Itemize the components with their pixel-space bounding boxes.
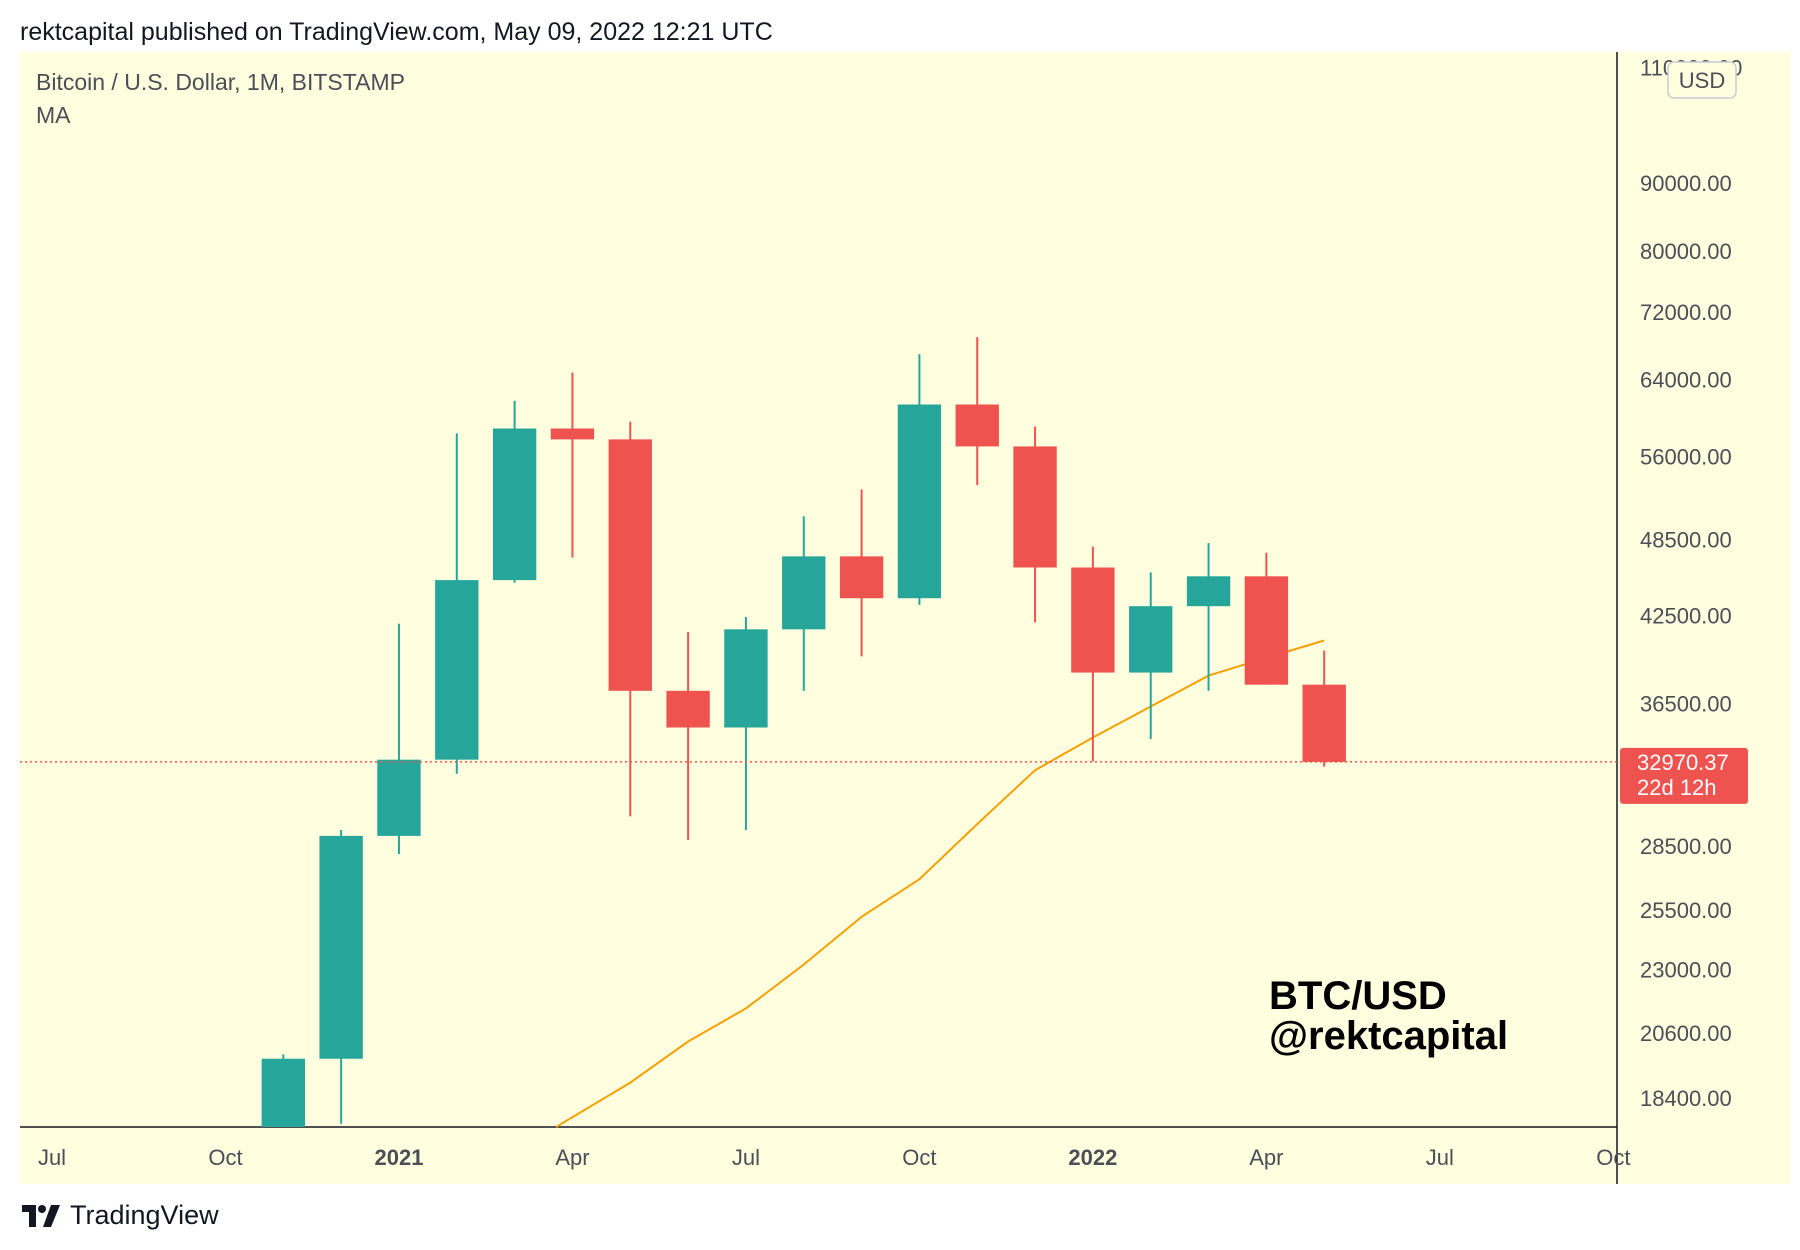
publish-info: rektcapital published on TradingView.com… [20,18,773,46]
y-tick-label: 90000.00 [1640,171,1732,196]
candle-body [782,556,826,630]
candle [261,1054,305,1127]
x-tick-label: Jul [1426,1145,1454,1170]
candle [1129,572,1173,740]
x-tick-label: Jul [732,1145,760,1170]
x-tick-label: Oct [208,1145,242,1170]
candle [319,829,363,1124]
candle-body [435,580,479,760]
candle-body [897,404,942,599]
tradingview-brand: TradingView [70,1200,219,1230]
y-tick-label: 25500.00 [1640,898,1732,923]
candle-body [1186,576,1231,607]
x-tick-label: Oct [902,1145,936,1170]
candle [1071,546,1115,762]
last-price-value: 32970.37 [1637,750,1729,775]
moving-average-line [555,639,1325,1128]
candle-body [839,556,884,599]
x-tick-label: Apr [555,1145,589,1170]
symbol-info: Bitcoin / U.S. Dollar, 1M, BITSTAMP [36,69,405,95]
candle-body [550,428,595,440]
candle-body [1129,606,1173,673]
tradingview-logo-icon [22,1204,60,1227]
candle [608,421,652,817]
candle-body [666,690,710,728]
y-tick-label: 23000.00 [1640,957,1732,982]
candle [377,623,421,855]
candle [492,400,537,583]
y-tick-label: 48500.00 [1640,527,1732,552]
candle [1186,543,1231,691]
x-tick-label: 2022 [1068,1145,1117,1170]
candle-body [955,404,999,447]
x-tick-label: Oct [1596,1145,1630,1170]
y-tick-label: 42500.00 [1640,604,1732,629]
x-tick-label: Apr [1249,1145,1283,1170]
plot-background [20,52,1790,1184]
candle-body [377,759,421,836]
candle-body [1071,567,1115,673]
candle [897,354,942,605]
watermark-author: @rektcapital [1269,1014,1508,1058]
candle-body [492,428,537,581]
currency-badge-label: USD [1679,68,1725,93]
watermark-pair: BTC/USD [1269,974,1447,1018]
y-tick-label: 28500.00 [1640,834,1732,859]
candle-body [261,1058,305,1127]
candle-body [724,629,768,728]
candle [666,632,710,840]
x-tick-label: 2021 [374,1145,423,1170]
candle-body [319,835,363,1059]
candle-body [1013,446,1057,568]
currency-badge[interactable]: USD [1667,61,1737,99]
candle-body [608,439,652,691]
candle [1013,426,1057,623]
candle [1302,650,1346,767]
y-tick-label: 20600.00 [1640,1021,1732,1046]
candle-body [1302,684,1346,762]
candle [724,616,768,830]
x-tick-label: Jul [38,1145,66,1170]
y-tick-label: 56000.00 [1640,445,1732,470]
indicator-label[interactable]: MA [36,102,71,128]
y-tick-label: 72000.00 [1640,300,1732,325]
y-tick-label: 64000.00 [1640,368,1732,393]
y-tick-label: 36500.00 [1640,691,1732,716]
candle-countdown: 22d 12h [1637,775,1717,800]
y-tick-label: 18400.00 [1640,1086,1732,1111]
candle-body [1244,576,1289,685]
last-price-badge [1620,747,1748,804]
y-tick-label: 80000.00 [1640,239,1732,264]
footer: TradingView [22,1200,219,1231]
candle [955,337,999,486]
candle [1244,552,1289,685]
candle [435,433,479,774]
candle [550,372,595,558]
candle [782,516,826,691]
candle [839,489,884,657]
